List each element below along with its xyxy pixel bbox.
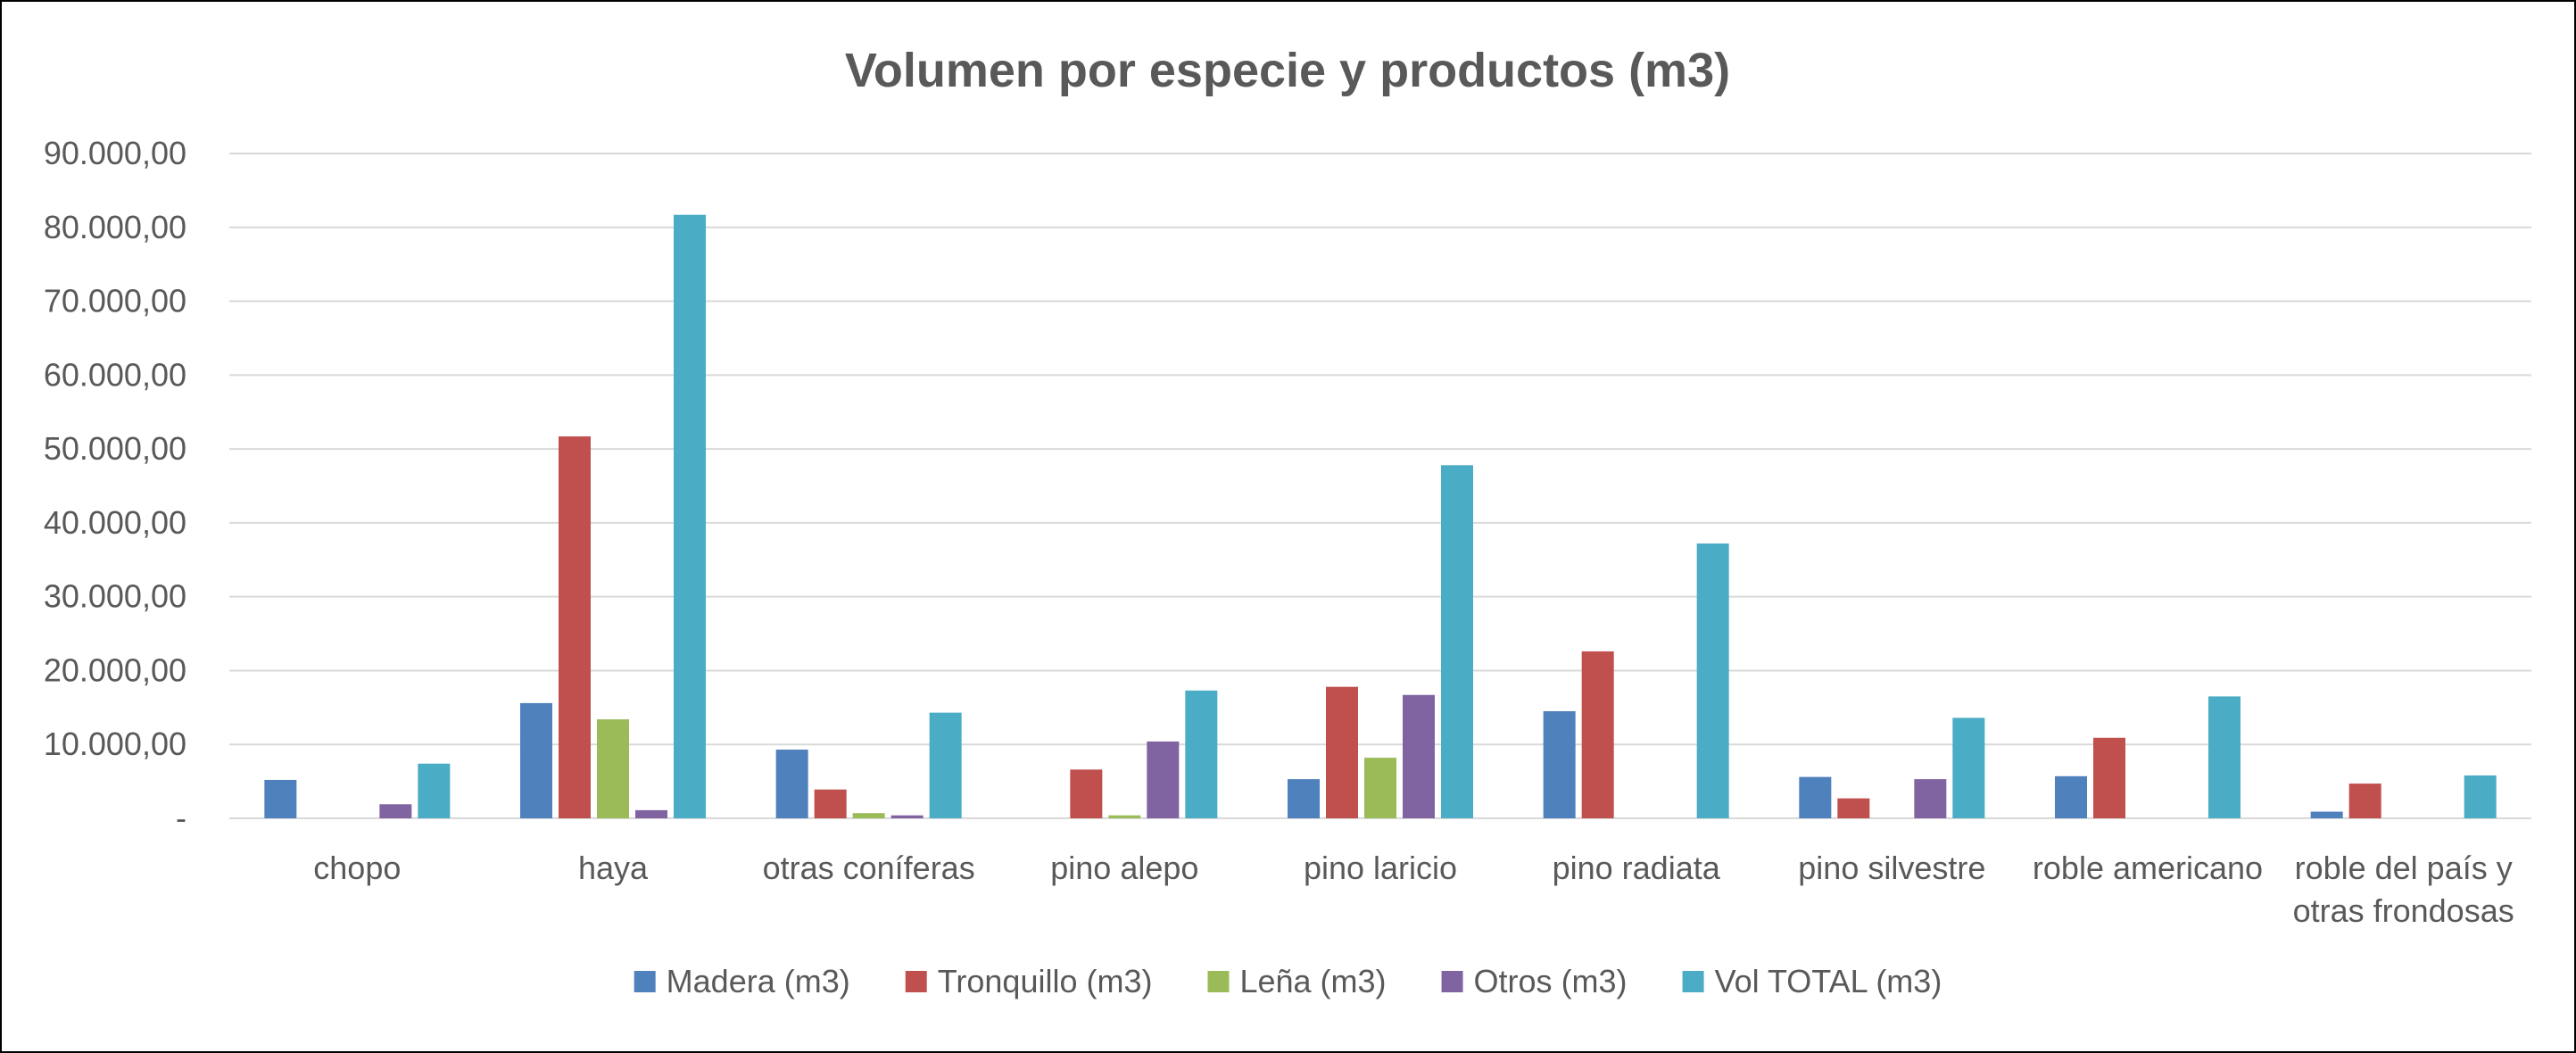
bar xyxy=(1108,815,1141,818)
chart-title: Volumen por especie y productos (m3) xyxy=(845,44,1730,97)
y-tick-label: 50.000,00 xyxy=(44,430,186,467)
x-tick-label: pino silvestre xyxy=(1798,850,1985,886)
bar xyxy=(2348,784,2381,818)
x-tick-label: chopo xyxy=(313,850,401,886)
bar xyxy=(890,815,924,818)
legend-swatch xyxy=(1441,971,1463,992)
x-tick-label: otras coníferas xyxy=(763,850,975,886)
bar xyxy=(2464,775,2497,818)
legend-label: Madera (m3) xyxy=(667,963,850,999)
bar xyxy=(559,436,591,818)
legend-label: Vol TOTAL (m3) xyxy=(1715,963,1942,999)
y-tick-label: - xyxy=(176,800,186,836)
bar xyxy=(814,789,847,818)
y-tick-label: 60.000,00 xyxy=(44,356,186,393)
y-axis-tick-labels: - 10.000,00 20.000,00 30.000,00 40.000,00 50.… xyxy=(44,135,186,836)
x-tick-label: roble americano xyxy=(2033,850,2263,886)
bar xyxy=(929,712,962,818)
legend-label: Otros (m3) xyxy=(1474,963,1628,999)
legend-label: Leña (m3) xyxy=(1239,963,1386,999)
bars xyxy=(264,214,2497,818)
y-tick-label: 20.000,00 xyxy=(44,651,186,688)
legend-swatch xyxy=(634,971,656,992)
x-tick-label: otras frondosas xyxy=(2293,892,2514,929)
y-tick-label: 90.000,00 xyxy=(44,135,186,171)
bar xyxy=(1581,651,1614,818)
bar xyxy=(852,813,885,818)
bar xyxy=(1952,717,1985,818)
bar xyxy=(1914,779,1947,818)
bar xyxy=(2208,696,2241,818)
bar xyxy=(1543,710,1576,818)
bar xyxy=(1185,690,1218,818)
bar xyxy=(418,763,451,818)
bar xyxy=(1070,769,1103,818)
legend-label: Tronquillo (m3) xyxy=(938,963,1153,999)
bar xyxy=(264,779,297,818)
bar xyxy=(379,804,412,818)
bar xyxy=(1326,686,1358,818)
bar xyxy=(520,702,552,818)
y-tick-label: 30.000,00 xyxy=(44,578,186,615)
bar xyxy=(635,809,667,818)
bar xyxy=(1799,776,1832,818)
bar xyxy=(2093,737,2125,818)
y-tick-label: 80.000,00 xyxy=(44,209,186,245)
bar xyxy=(1837,798,1870,818)
y-tick-label: 10.000,00 xyxy=(44,725,186,762)
x-tick-label: pino laricio xyxy=(1304,850,1457,886)
legend: Madera (m3) Tronquillo (m3) Leña (m3) Otros… xyxy=(634,963,1942,999)
y-tick-label: 40.000,00 xyxy=(44,504,186,541)
y-tick-label: 70.000,00 xyxy=(44,283,186,319)
bar xyxy=(1441,465,1473,818)
bar xyxy=(2055,775,2087,818)
legend-swatch xyxy=(1207,971,1230,992)
x-tick-label: haya xyxy=(578,850,649,886)
bar xyxy=(2310,811,2343,818)
bar xyxy=(1403,694,1435,818)
x-axis-category-labels: chopo haya otras coníferas pino alepo pino l… xyxy=(313,850,2514,929)
x-tick-label: pino radiata xyxy=(1553,850,1721,886)
x-tick-label: pino alepo xyxy=(1050,850,1198,886)
legend-swatch xyxy=(1682,971,1704,992)
bar xyxy=(1288,779,1320,818)
bar xyxy=(1696,543,1729,818)
bar xyxy=(597,719,629,818)
bar xyxy=(775,750,808,818)
x-tick-label: roble del país y xyxy=(2295,850,2513,886)
bar xyxy=(1147,741,1180,818)
bar xyxy=(674,214,706,818)
bar xyxy=(1364,758,1396,818)
legend-swatch xyxy=(905,971,927,992)
